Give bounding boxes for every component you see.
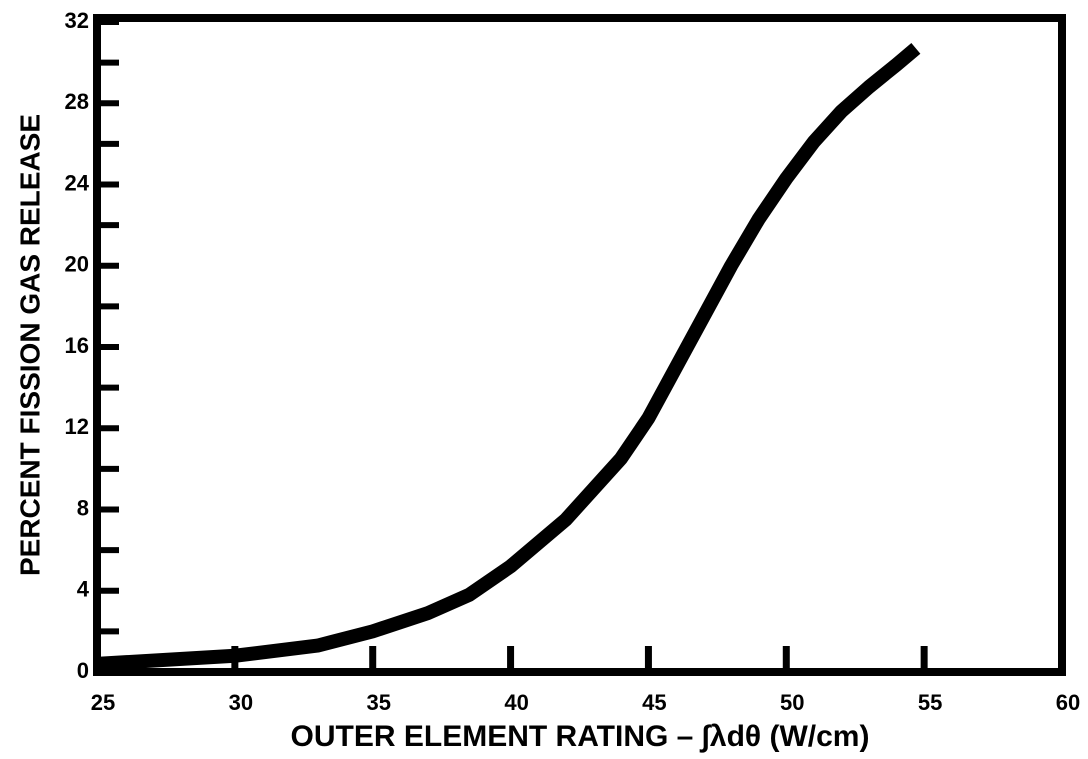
y-tick-label: 28	[65, 89, 89, 114]
y-tick-label: 32	[65, 8, 89, 33]
y-tick-label: 16	[65, 333, 89, 358]
y-tick-label: 20	[65, 252, 89, 277]
y-tick-label: 24	[65, 170, 90, 195]
x-tick-label: 30	[229, 690, 253, 715]
plot-frame	[93, 14, 1066, 676]
x-tick-label: 40	[504, 690, 528, 715]
x-tick-label: 35	[366, 690, 390, 715]
x-tick-label: 45	[642, 690, 666, 715]
y-tick-label: 4	[77, 577, 90, 602]
x-tick-label: 50	[780, 690, 804, 715]
data-line	[96, 43, 921, 671]
y-tick-label: 0	[77, 658, 89, 683]
y-tick-label: 12	[65, 414, 89, 439]
x-tick-label: 25	[91, 690, 115, 715]
x-tick-label: 55	[918, 690, 942, 715]
x-axis-label: OUTER ELEMENT RATING – ∫λdθ (W/cm)	[291, 720, 870, 753]
y-tick-label: 8	[77, 495, 89, 520]
x-tick-label: 60	[1056, 690, 1080, 715]
y-axis-label: PERCENT FISSION GAS RELEASE	[14, 114, 45, 576]
